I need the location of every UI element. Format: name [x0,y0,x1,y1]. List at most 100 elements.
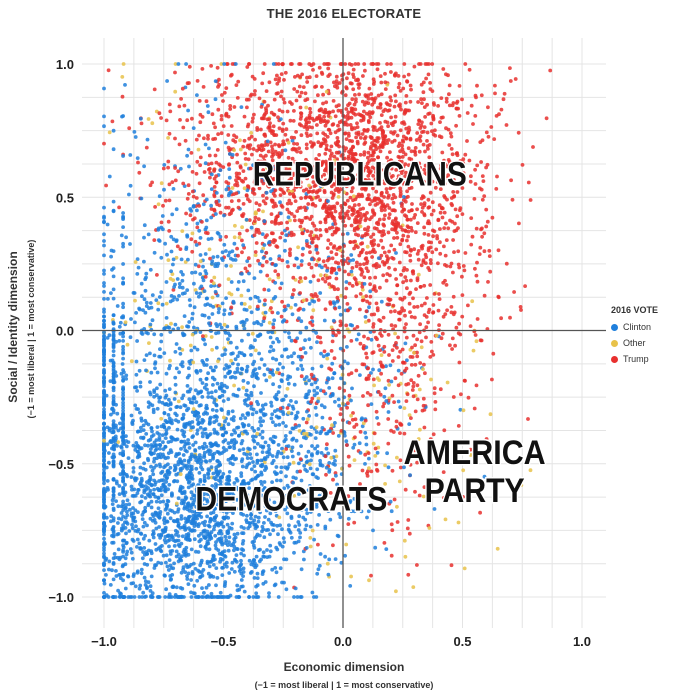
data-point-other [133,298,137,303]
data-point-other [365,244,370,249]
data-point-clinton [199,560,204,565]
data-point-trump [314,234,319,239]
data-point-other [367,578,371,583]
data-point-trump [289,212,294,216]
data-point-trump [386,441,391,446]
data-point-trump [262,287,267,292]
data-point-trump [329,270,334,275]
data-point-clinton [117,492,122,496]
data-point-trump [270,147,275,152]
data-point-clinton [193,270,198,275]
data-point-trump [329,151,334,156]
data-point-trump [431,432,436,437]
data-point-trump [366,93,371,98]
data-point-trump [411,296,415,301]
data-point-trump [211,121,216,126]
data-point-clinton [272,318,277,323]
data-point-clinton [121,217,125,222]
data-point-trump [259,127,263,132]
data-point-trump [175,244,180,249]
data-point-clinton [250,426,255,430]
data-point-clinton [184,222,189,226]
data-point-clinton [269,416,274,421]
data-point-clinton [109,254,113,259]
data-point-trump [400,347,405,352]
data-point-clinton [239,105,244,109]
data-point-clinton [157,432,162,437]
data-point-trump [346,110,351,115]
data-point-other [207,247,212,252]
data-point-clinton [144,353,149,357]
data-point-clinton [153,542,158,546]
data-point-clinton [415,441,419,445]
data-point-trump [424,76,428,81]
data-point-trump [396,85,401,90]
data-point-clinton [289,505,293,510]
data-point-clinton [307,302,312,306]
data-point-trump [371,128,376,132]
data-point-trump [276,272,281,277]
data-point-trump [409,363,414,367]
data-point-clinton [142,520,147,525]
data-point-trump [333,222,338,226]
data-point-trump [289,233,294,238]
data-point-trump [197,204,202,208]
data-point-clinton [248,452,253,456]
data-point-clinton [241,279,246,284]
data-point-clinton [321,354,326,359]
data-point-trump [454,325,459,330]
data-point-trump [330,284,334,289]
data-point-clinton [213,79,218,83]
data-point-trump [366,101,371,106]
data-point-clinton [289,535,294,540]
data-point-trump [360,234,365,239]
data-point-other [412,455,416,460]
data-point-trump [308,106,312,111]
data-point-other [416,272,421,277]
data-point-trump [278,193,283,198]
data-point-other [190,231,195,236]
data-point-trump [403,275,408,279]
data-point-clinton [219,488,224,493]
data-point-trump [117,205,121,210]
data-point-clinton [309,257,314,262]
data-point-clinton [314,331,318,335]
data-point-other [419,345,424,350]
data-point-other [196,147,201,152]
data-point-clinton [220,573,225,577]
data-point-trump [405,392,410,397]
data-point-trump [395,520,400,524]
data-point-clinton [178,351,183,356]
data-point-trump [299,114,304,119]
data-point-clinton [107,559,112,564]
data-point-clinton [141,308,145,312]
data-point-trump [392,104,397,109]
data-point-clinton [299,478,304,483]
data-point-clinton [309,458,313,463]
data-point-other [176,399,181,404]
data-point-clinton [138,384,143,389]
data-point-clinton [182,403,187,408]
data-point-trump [325,246,330,251]
data-point-other [402,406,407,410]
data-point-clinton [121,301,125,306]
data-point-clinton [273,435,278,439]
data-point-clinton [149,370,154,375]
data-point-clinton [333,399,337,404]
data-point-clinton [240,541,245,546]
data-point-trump [447,143,452,147]
data-point-clinton [221,565,226,570]
data-point-trump [301,85,306,89]
data-point-trump [358,292,363,296]
data-point-trump [467,158,472,163]
data-point-clinton [244,392,249,397]
data-point-trump [462,268,467,273]
data-point-clinton [111,577,116,582]
data-point-trump [338,412,343,417]
data-point-trump [378,392,383,397]
data-point-clinton [202,441,207,446]
data-point-clinton [375,450,380,455]
data-point-other [375,376,380,381]
data-point-trump [167,198,172,203]
data-point-trump [297,84,302,89]
